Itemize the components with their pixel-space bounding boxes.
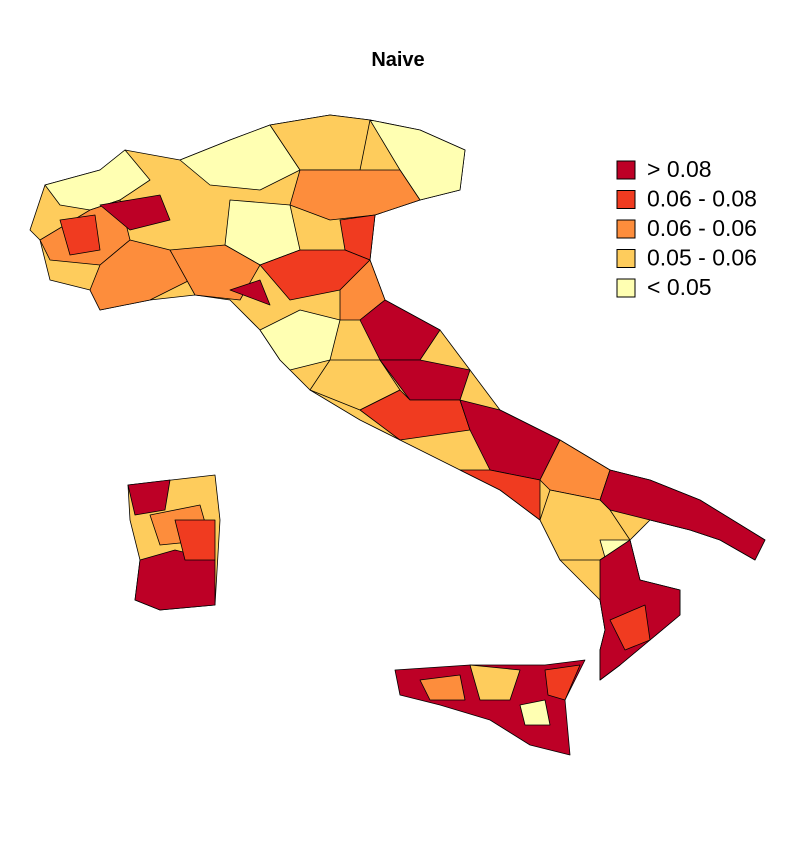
region xyxy=(44,149,151,211)
region xyxy=(459,469,541,521)
legend-swatch xyxy=(616,190,636,209)
region xyxy=(269,114,371,171)
region xyxy=(469,664,521,701)
region xyxy=(134,549,216,611)
region xyxy=(127,479,171,516)
legend-swatch xyxy=(616,160,636,180)
region xyxy=(544,664,581,701)
region xyxy=(419,674,466,701)
legend-label: 0.05 - 0.06 xyxy=(647,245,757,271)
legend-label: 0.06 - 0.08 xyxy=(647,186,757,212)
legend-label: > 0.08 xyxy=(647,156,712,182)
legend-swatch xyxy=(616,278,636,298)
regions xyxy=(29,114,766,756)
region xyxy=(289,169,421,221)
region xyxy=(359,299,441,361)
legend-swatch xyxy=(616,249,636,268)
legend: > 0.08 0.06 - 0.08 0.06 - 0.06 0.05 - 0.06 <… xyxy=(616,156,757,300)
map-title: Naive xyxy=(371,49,424,71)
legend-label: < 0.05 xyxy=(647,274,712,300)
region xyxy=(379,359,471,401)
region xyxy=(519,699,551,726)
region xyxy=(609,604,651,651)
region xyxy=(229,279,271,306)
legend-swatch xyxy=(616,219,636,239)
legend-label: 0.06 - 0.06 xyxy=(647,215,757,241)
region xyxy=(59,214,101,256)
region xyxy=(99,194,171,231)
region xyxy=(169,244,261,301)
region xyxy=(174,519,216,561)
